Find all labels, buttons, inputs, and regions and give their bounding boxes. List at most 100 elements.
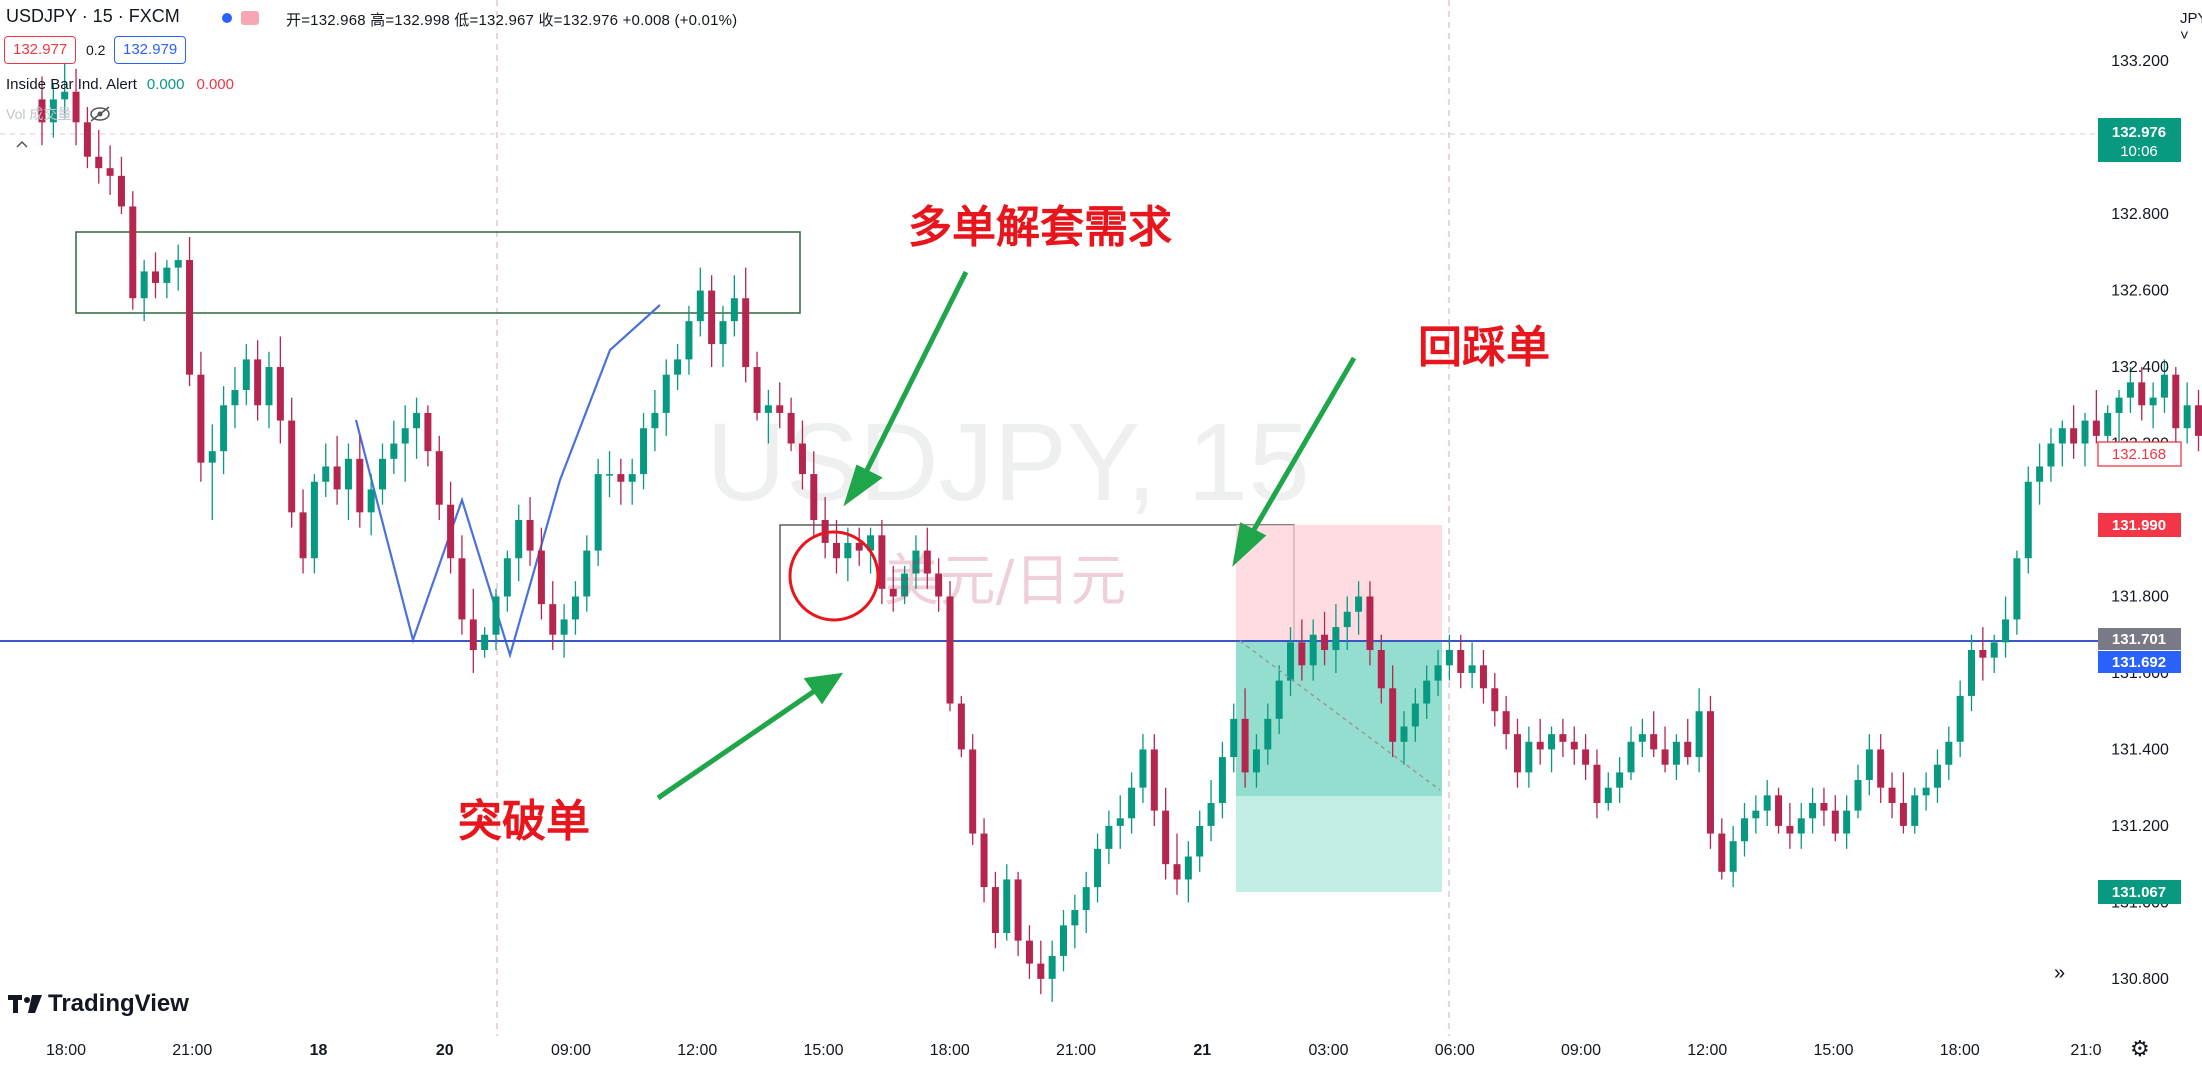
svg-text:131.067: 131.067 (2112, 884, 2166, 901)
time-tick-label: 21 (1193, 1042, 1211, 1059)
annotation-long-unwind: 多单解套需求 (908, 202, 1172, 253)
symbol-watermark: USDJPY, 15 (706, 401, 1309, 524)
gear-icon[interactable]: ⚙ (2130, 1036, 2150, 1061)
candle (855, 527, 863, 566)
hidden-indicator-label[interactable]: Vol 成交量 (6, 106, 72, 122)
candle (833, 520, 840, 574)
arrow-pullback[interactable] (1232, 356, 1357, 567)
candle (503, 550, 511, 612)
candle (72, 68, 80, 146)
candle (333, 435, 341, 505)
candle (685, 305, 693, 375)
price-tick-label: 131.800 (2111, 588, 2169, 605)
candle (2092, 389, 2100, 444)
scroll-to-realtime-icon[interactable]: » (2054, 962, 2066, 984)
time-tick-label: 18 (310, 1042, 328, 1059)
collapse-icon[interactable] (16, 140, 28, 148)
arrow-breakout[interactable] (656, 672, 844, 801)
candle (1218, 741, 1226, 819)
candle (356, 435, 364, 528)
eye-icon[interactable] (90, 106, 110, 122)
candle (1570, 726, 1578, 765)
candle (901, 565, 909, 605)
candle (1468, 642, 1476, 689)
candle (878, 520, 886, 605)
candle (719, 305, 727, 368)
candle (276, 336, 284, 444)
currency-selector[interactable]: JPY ˅ (2180, 10, 2202, 44)
candle (401, 405, 409, 482)
candle (515, 504, 523, 582)
time-tick-label: 15:00 (803, 1042, 843, 1059)
candle (628, 458, 636, 505)
candle (1445, 634, 1453, 681)
candle (231, 367, 239, 429)
candle (1321, 611, 1329, 666)
candle (1661, 726, 1669, 773)
candle (140, 259, 148, 322)
candle (1275, 665, 1283, 735)
tradingview-logo[interactable]: TradingView (8, 990, 189, 1018)
candle (492, 588, 500, 651)
candle (310, 474, 318, 574)
candle (288, 397, 296, 528)
candle (1616, 757, 1624, 803)
candle (1128, 772, 1136, 834)
price-tick-label: 133.200 (2111, 53, 2169, 70)
candle (798, 420, 806, 490)
candle (424, 405, 432, 467)
indicator-legend[interactable]: Inside Bar Ind. Alert 0.000 0.000 (6, 76, 234, 93)
candle (1968, 634, 1975, 712)
time-tick-label: 21:00 (1056, 1042, 1096, 1059)
candle (560, 604, 568, 658)
candle (1139, 734, 1147, 803)
svg-text:132.168: 132.168 (2112, 446, 2166, 463)
candle (106, 145, 114, 195)
candle (367, 474, 375, 536)
supply-zone-box[interactable] (75, 231, 801, 314)
candle (2172, 367, 2180, 444)
price-tick-label: 131.400 (2111, 741, 2169, 758)
candle (1150, 734, 1158, 826)
time-tick-label: 03:00 (1308, 1042, 1348, 1059)
candle (1071, 894, 1079, 949)
candle (1502, 695, 1510, 750)
symbol-title[interactable]: USDJPY · 15 · FXCM (6, 6, 180, 26)
time-axis[interactable]: 18:00 21:00 18 20 09:00 12:00 15:00 18:00 21:00 2… (46, 1042, 2102, 1059)
highlight-circle[interactable] (788, 530, 880, 622)
sell-button[interactable]: 132.977 (4, 36, 77, 64)
candle (1377, 634, 1385, 704)
candle (1343, 596, 1351, 651)
price-tag-131990: 131.990 (2098, 513, 2181, 537)
time-tick-label: 09:00 (1561, 1042, 1601, 1059)
candle (651, 389, 659, 452)
candle (2013, 550, 2021, 635)
candle (447, 481, 455, 574)
arrow-long-unwind[interactable] (843, 270, 969, 507)
buy-button[interactable]: 132.979 (114, 36, 187, 64)
candle (1672, 734, 1680, 781)
zone-label: 美元/日元 (884, 549, 1127, 614)
candle (730, 275, 738, 337)
candle (1514, 718, 1521, 788)
price-tag-131067: 131.067 (2098, 880, 2181, 904)
candle (583, 535, 591, 612)
indicator-name: Inside Bar Ind. Alert (6, 76, 137, 93)
candle (1003, 864, 1011, 941)
position-path-line (1239, 640, 1441, 791)
candle (1525, 726, 1533, 788)
candle (617, 458, 625, 505)
candle (1105, 810, 1113, 865)
candle (1366, 581, 1374, 666)
candle (742, 267, 750, 383)
candle (935, 558, 943, 612)
candle (2058, 420, 2066, 467)
candle (1196, 810, 1204, 872)
candle (38, 76, 46, 146)
candle (776, 382, 784, 429)
candle (1411, 688, 1419, 742)
candle (2002, 596, 2010, 658)
candle (197, 351, 205, 482)
stop-loss-zone[interactable] (1236, 525, 1442, 641)
